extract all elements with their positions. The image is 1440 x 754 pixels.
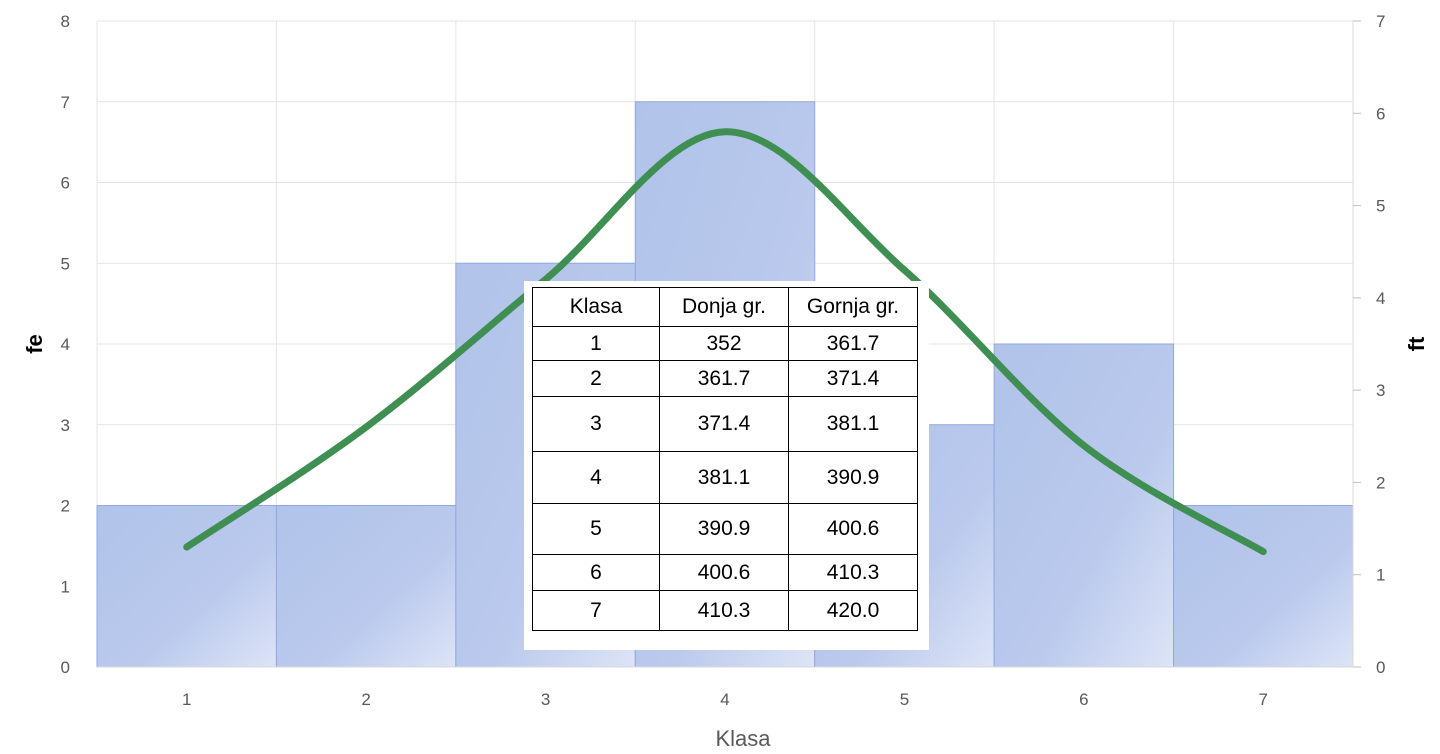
table-cell: 4	[532, 451, 660, 504]
table-cell: 361.7	[659, 360, 789, 397]
x-tick-label: 1	[182, 690, 191, 709]
table-cell: 352	[659, 326, 789, 361]
table-cell: 400.6	[788, 503, 918, 555]
right-tick-label: 7	[1376, 12, 1385, 31]
table-cell: 1	[532, 326, 660, 361]
left-tick-label: 2	[61, 497, 70, 516]
table-cell: 410.3	[788, 554, 918, 591]
left-tick-label: 4	[61, 335, 70, 354]
left-axis-title: fe	[22, 334, 47, 354]
bar-6	[993, 343, 1175, 668]
table-cell: 381.1	[788, 396, 918, 452]
bar-7	[1173, 505, 1354, 668]
bar-1	[96, 505, 277, 668]
right-tick-label: 3	[1376, 381, 1385, 400]
left-tick-label: 6	[61, 174, 70, 193]
table-header-klasa: Klasa	[532, 287, 660, 327]
left-tick-label: 3	[61, 416, 70, 435]
right-tick-label: 4	[1376, 289, 1385, 308]
x-tick-label: 6	[1079, 690, 1088, 709]
table-row: 2 361.7 371.4	[532, 360, 918, 397]
table-cell: 361.7	[788, 326, 918, 361]
table-row: 5 390.9 400.6	[532, 503, 918, 555]
table-cell: 3	[532, 396, 660, 452]
table-cell: 2	[532, 360, 660, 397]
table-cell: 420.0	[788, 590, 918, 631]
table-cell: 410.3	[659, 590, 789, 631]
axes	[97, 20, 1361, 668]
x-tick-label: 5	[900, 690, 909, 709]
x-tick-label: 7	[1259, 690, 1268, 709]
table-row: 3 371.4 381.1	[532, 396, 918, 452]
left-tick-label: 7	[61, 93, 70, 112]
table-row: 4 381.1 390.9	[532, 451, 918, 504]
table-cell: 6	[532, 554, 660, 591]
table-header-row: Klasa Donja gr. Gornja gr.	[532, 287, 918, 327]
table-cell: 371.4	[788, 360, 918, 397]
x-axis-title: Klasa	[715, 726, 771, 751]
class-table-panel: Klasa Donja gr. Gornja gr. 1 352 361.7 2 361…	[524, 281, 929, 650]
table-row: 6 400.6 410.3	[532, 554, 918, 591]
right-tick-label: 6	[1376, 104, 1385, 123]
table-cell: 390.9	[788, 451, 918, 504]
right-tick-label: 0	[1376, 658, 1385, 677]
x-tick-label: 2	[361, 690, 370, 709]
fitted-curve	[183, 128, 1267, 556]
left-tick-label: 5	[61, 254, 70, 273]
table-cell: 400.6	[659, 554, 789, 591]
table-cell: 7	[532, 590, 660, 631]
table-header-donja: Donja gr.	[659, 287, 789, 327]
fitted-curve-line	[183, 128, 1267, 556]
right-tick-label: 2	[1376, 473, 1385, 492]
left-tick-label: 8	[61, 12, 70, 31]
left-tick-label: 0	[61, 658, 70, 677]
table-cell: 381.1	[659, 451, 789, 504]
x-tick-label: 3	[541, 690, 550, 709]
table-header-gornja: Gornja gr.	[788, 287, 918, 327]
class-table: Klasa Donja gr. Gornja gr. 1 352 361.7 2 361…	[532, 287, 918, 631]
table-cell: 371.4	[659, 396, 789, 452]
x-tick-label: 4	[720, 690, 729, 709]
left-tick-label: 1	[61, 577, 70, 596]
right-tick-label: 1	[1376, 566, 1385, 585]
table-cell: 390.9	[659, 503, 789, 555]
right-axis-title: ft	[1404, 336, 1429, 351]
table-row: 1 352 361.7	[532, 326, 918, 361]
right-tick-label: 5	[1376, 197, 1385, 216]
table-cell: 5	[532, 503, 660, 555]
bar-2	[275, 505, 457, 668]
table-row: 7 410.3 420.0	[532, 590, 918, 631]
